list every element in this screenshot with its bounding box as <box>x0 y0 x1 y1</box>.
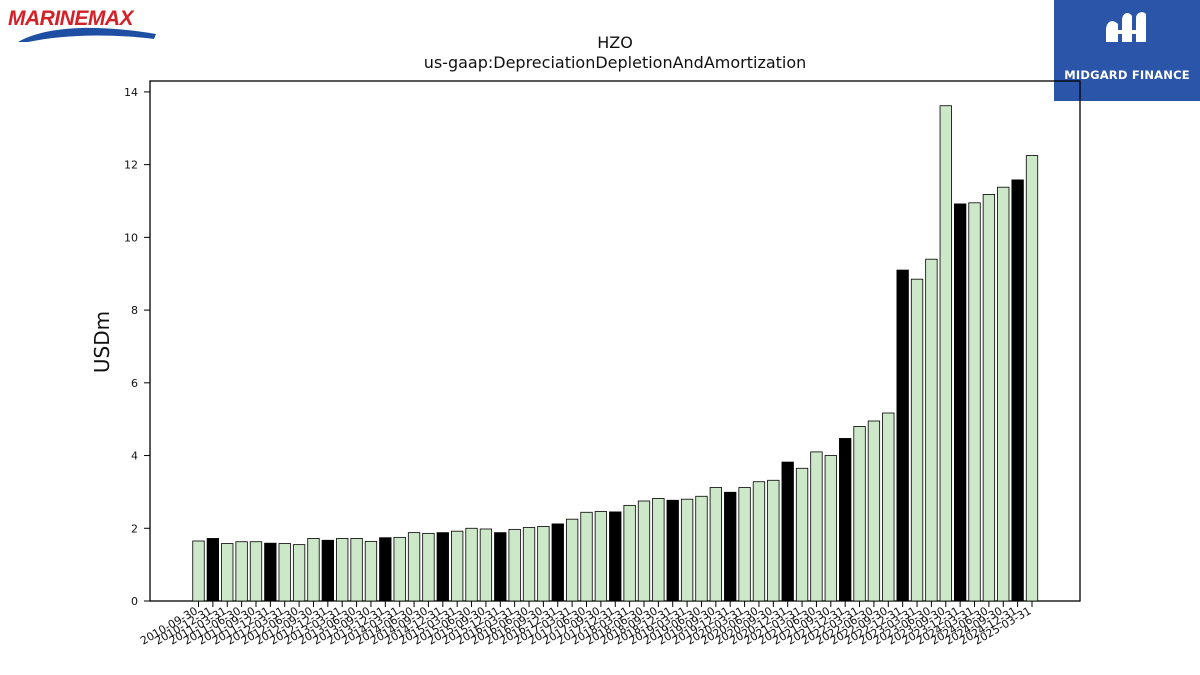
bar <box>781 461 794 602</box>
bar <box>867 420 881 602</box>
bar <box>580 511 593 602</box>
bar <box>982 194 996 602</box>
bar <box>953 203 967 602</box>
bar <box>1011 179 1024 602</box>
bar <box>436 532 449 602</box>
bar <box>221 543 234 602</box>
y-tick-label: 2 <box>131 522 138 535</box>
y-tick-label: 12 <box>124 159 138 172</box>
bar <box>321 539 334 602</box>
bar <box>494 532 507 602</box>
bar <box>997 186 1010 602</box>
bar <box>609 511 622 602</box>
bar <box>206 538 220 602</box>
bar <box>451 530 464 602</box>
bar <box>839 438 852 602</box>
bar <box>795 467 809 602</box>
bar <box>551 523 564 602</box>
marinemax-logo-text: MARINEMAX <box>8 7 135 30</box>
bar <box>968 202 981 602</box>
y-tick-label: 6 <box>131 377 138 390</box>
bar <box>379 537 392 602</box>
bar <box>752 481 766 602</box>
bar <box>738 487 751 602</box>
y-tick-label: 0 <box>131 595 138 608</box>
bar <box>1025 155 1039 602</box>
bar <box>336 538 349 602</box>
bar <box>824 455 837 602</box>
bar <box>278 543 291 602</box>
y-tick-label: 4 <box>131 450 138 463</box>
bar <box>292 544 306 602</box>
bar <box>680 498 694 602</box>
bar <box>810 451 823 602</box>
midgard-finance-logo: MIDGARD FINANCE <box>1054 0 1200 101</box>
bar <box>465 527 478 602</box>
bar <box>896 269 909 602</box>
bar <box>666 499 679 602</box>
bar <box>192 540 205 602</box>
chart-subtitle: us-gaap:DepreciationDepletionAndAmortiza… <box>423 53 807 72</box>
bar <box>479 528 493 602</box>
bar <box>364 540 378 602</box>
bar <box>882 412 895 602</box>
bar <box>594 511 608 602</box>
y-tick-label: 8 <box>131 304 138 317</box>
bar <box>350 538 363 602</box>
bar <box>393 536 406 602</box>
bar <box>407 532 421 602</box>
bar <box>724 491 737 602</box>
bar <box>537 526 550 602</box>
bar <box>235 541 248 602</box>
bar <box>939 105 952 602</box>
chart-title: HZO <box>597 33 633 52</box>
bar <box>623 504 636 602</box>
bar <box>925 258 938 602</box>
bar <box>637 500 651 602</box>
bar <box>264 542 277 602</box>
y-tick-label: 14 <box>124 86 138 99</box>
bar <box>767 479 780 602</box>
bar <box>853 426 866 602</box>
bar <box>565 518 579 602</box>
bar <box>910 278 924 602</box>
bar <box>709 487 722 602</box>
bar <box>522 527 536 602</box>
bar <box>422 532 435 602</box>
y-tick-label: 10 <box>124 231 138 244</box>
bar <box>249 541 263 602</box>
bar <box>307 538 320 602</box>
midgard-finance-logo-text: MIDGARD FINANCE <box>1064 68 1190 82</box>
bar <box>652 498 665 602</box>
bar <box>508 528 521 602</box>
bar <box>695 495 708 602</box>
marinemax-logo: MARINEMAX <box>6 4 166 46</box>
